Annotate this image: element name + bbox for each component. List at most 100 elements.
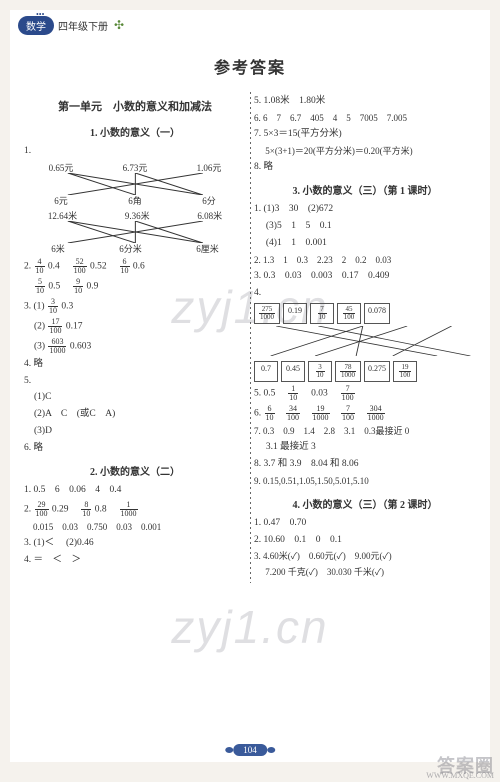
frac: 7100 — [341, 405, 355, 422]
frac: 17100 — [48, 318, 62, 335]
cross2-bot: 6米 6分米 6厘米 — [24, 242, 246, 255]
box: 2751000 — [254, 303, 280, 324]
s2-3p: 3. (1)＜ (2)0.46 — [24, 537, 246, 551]
c: 6分米 — [119, 242, 142, 255]
c: 6角 — [128, 194, 142, 207]
lbl: (3) — [34, 341, 45, 351]
s2-4: 4. ＝ ＜ ＞ — [24, 554, 246, 568]
q5a: (1)C — [24, 391, 246, 405]
page-title: 参考答案 — [24, 54, 476, 78]
s4-2: 2. 10.60 0.1 0 0.1 — [254, 534, 476, 548]
s3-3: 3. 0.3 0.03 0.003 0.17 0.409 — [254, 270, 476, 284]
q3-3: (3) 6031000 0.603 — [24, 338, 246, 355]
frac: 510 — [35, 278, 45, 295]
s3-5: 5. 0.5 110 0.03 7100 — [254, 385, 476, 402]
s3-7b: 3.1 最接近 3 — [254, 441, 476, 455]
s3-1: 1. (1)3 30 (2)672 — [254, 203, 476, 217]
s3-8: 8. 3.7 和 3.9 8.04 和 8.06 — [254, 458, 476, 472]
frac: 191000 — [312, 405, 330, 422]
n: 2. — [24, 505, 31, 515]
q3-1: 3. (1) 310 0.3 — [24, 298, 246, 315]
s4-1: 1. 0.47 0.70 — [254, 517, 476, 531]
r8: 8. 略 — [254, 161, 476, 175]
frac: 410 — [35, 258, 45, 275]
column-divider — [250, 92, 251, 583]
v: 0.52 — [90, 261, 107, 271]
v: 0.29 — [52, 505, 69, 515]
q4: 4. 略 — [24, 358, 246, 372]
q2-line2: 510 0.5 910 0.9 — [24, 278, 246, 295]
section-2-title: 2. 小数的意义（二） — [24, 463, 246, 478]
grade-label: 四年级下册 — [58, 18, 108, 33]
box: 45100 — [337, 303, 361, 324]
lbl: (2) — [34, 321, 45, 331]
v: 0.8 — [95, 505, 107, 515]
v: 0.9 — [87, 281, 99, 291]
q5b: (2)A C (或C A) — [24, 408, 246, 422]
v: 0.6 — [133, 261, 145, 271]
r7a: 7. 5×3＝15(平方分米) — [254, 128, 476, 142]
box: 0.7 — [254, 361, 278, 382]
r7b: 5×(3+1)＝20(平方分米)＝0.20(平方米) — [254, 145, 476, 158]
s2-3: 0.015 0.03 0.750 0.03 0.001 — [24, 521, 246, 534]
left-column: 第一单元 小数的意义和加减法 1. 小数的意义（一） 1. 0.65元 6.73… — [24, 92, 246, 583]
frac: 52100 — [73, 258, 87, 275]
frac: 11000 — [120, 501, 138, 518]
q3-num: 3. — [24, 301, 31, 311]
v: 0.4 — [48, 261, 60, 271]
s3-6: 6. 610 34100 191000 7100 3041000 — [254, 405, 476, 422]
c: 6米 — [51, 242, 65, 255]
box: 19100 — [393, 361, 417, 382]
frac: 610 — [120, 258, 130, 275]
frac: 110 — [288, 385, 298, 402]
s3-4: 4. — [254, 287, 476, 301]
c: 6分 — [202, 194, 216, 207]
s3-7: 7. 0.3 0.9 1.4 2.8 3.1 0.3最接近 0 — [254, 425, 476, 438]
q2: 2. 410 0.4 52100 0.52 610 0.6 — [24, 258, 246, 275]
box: 0.275 — [364, 361, 390, 382]
box: 0.19 — [283, 303, 307, 324]
n: 3. — [24, 538, 31, 548]
cross1-bot: 6元 6角 6分 — [24, 194, 246, 207]
q2-num: 2. — [24, 261, 31, 271]
frac: 910 — [73, 278, 83, 295]
v: 0.3 — [61, 301, 73, 311]
r5: 5. 1.08米 1.80米 — [254, 95, 476, 109]
box-row-top: 27510000.19710451000.078 — [254, 303, 476, 324]
c: 6元 — [54, 194, 68, 207]
page-number: 104 — [233, 744, 267, 756]
q5c: (3)D — [24, 425, 246, 439]
frac: 34100 — [286, 405, 300, 422]
frac: 3041000 — [367, 405, 385, 422]
box: 0.078 — [364, 303, 390, 324]
lbl: (1) — [34, 301, 45, 311]
frac: 810 — [81, 501, 91, 518]
s4-3b: 7.200 千克(✓) 30.030 千米(✓) — [254, 566, 476, 579]
frac: 610 — [265, 405, 275, 422]
subject-badge: 数学 — [18, 16, 54, 35]
section-3-title: 3. 小数的意义（三）（第 1 课时） — [254, 182, 476, 197]
frac: 310 — [48, 298, 58, 315]
frac: 7100 — [341, 385, 355, 402]
v: 0.5 — [48, 281, 60, 291]
section-1-title: 1. 小数的意义（一） — [24, 124, 246, 139]
q3-2: (2) 17100 0.17 — [24, 318, 246, 335]
s3-1c: (4)1 1 0.001 — [254, 237, 476, 251]
q5: 5. — [24, 375, 246, 389]
q1-cross-1: 0.65元 6.73元 1.06元 6元 6角 6分 — [24, 161, 246, 207]
r6: 6. 6 7 6.7 405 4 5 7005 7.005 — [254, 112, 476, 125]
n: 6. — [254, 409, 261, 419]
match-lines-icon — [254, 326, 476, 356]
q6: 6. 略 — [24, 442, 246, 456]
cross-lines-icon — [51, 221, 220, 243]
section-4-title: 4. 小数的意义（三）（第 2 课时） — [254, 496, 476, 511]
header: ••• 数学 四年级下册 ✣ — [18, 16, 124, 35]
content-columns: 第一单元 小数的意义和加减法 1. 小数的意义（一） 1. 0.65元 6.73… — [24, 92, 476, 583]
watermark-2: zyj1.cn — [171, 600, 328, 654]
c: 6厘米 — [196, 242, 219, 255]
s3-9: 9. 0.15,0.51,1.05,1.50,5.01,5.10 — [254, 475, 476, 488]
v: 0.603 — [70, 341, 91, 351]
page: ••• 数学 四年级下册 ✣ 参考答案 zyj1.cn zyj1.cn 第一单元… — [10, 10, 490, 762]
box: 0.45 — [281, 361, 305, 382]
unit-title: 第一单元 小数的意义和加减法 — [24, 98, 246, 114]
